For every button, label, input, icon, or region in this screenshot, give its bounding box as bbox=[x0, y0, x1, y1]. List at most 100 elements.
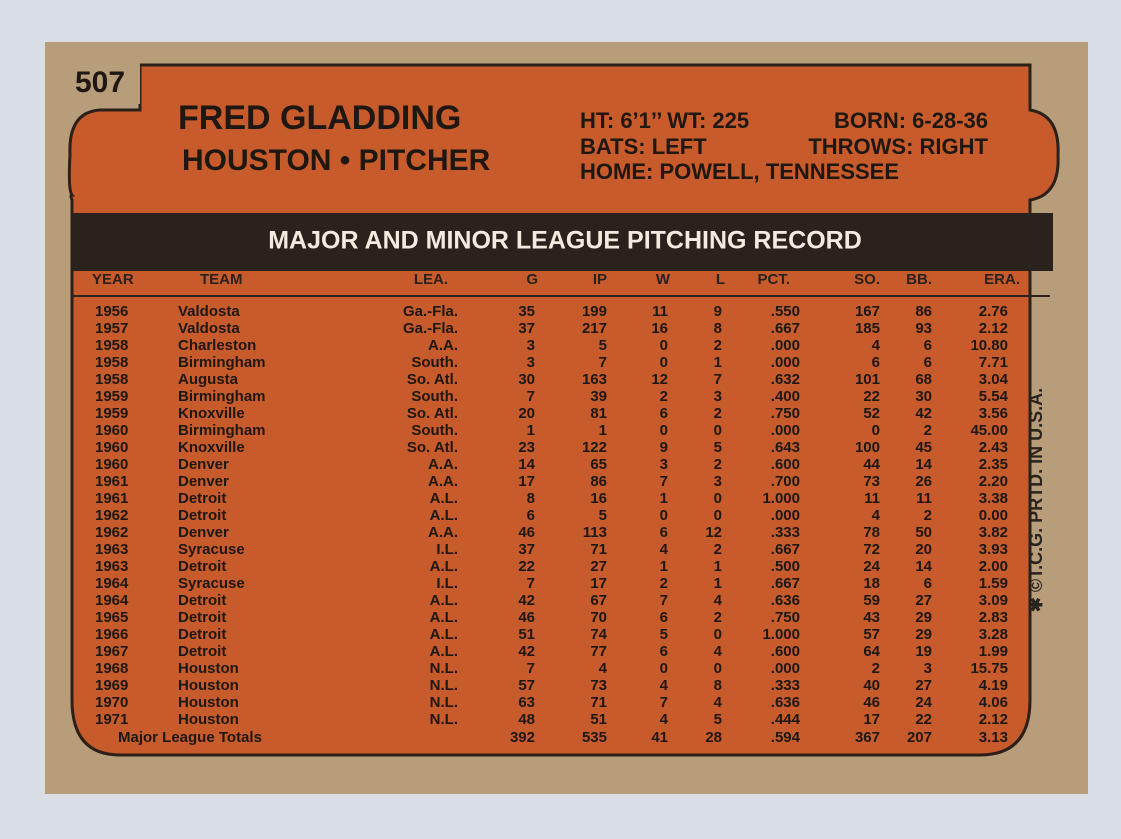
cell: Houston bbox=[178, 660, 239, 677]
cell: 44 bbox=[863, 456, 880, 473]
totals-cell: 535 bbox=[582, 729, 607, 746]
cell: 29 bbox=[915, 626, 932, 643]
cell: 1957 bbox=[95, 320, 128, 337]
cell: 5 bbox=[660, 626, 668, 643]
cell: 2 bbox=[714, 541, 722, 558]
cell: 185 bbox=[855, 320, 880, 337]
cell: 59 bbox=[863, 592, 880, 609]
cell: 1969 bbox=[95, 677, 128, 694]
cell: A.L. bbox=[430, 507, 458, 524]
number-box bbox=[60, 62, 140, 104]
cell: 27 bbox=[915, 677, 932, 694]
cell: 3 bbox=[527, 337, 535, 354]
cell: 2 bbox=[714, 405, 722, 422]
cell: Charleston bbox=[178, 337, 256, 354]
cell: 9 bbox=[660, 439, 668, 456]
cell: 1964 bbox=[95, 575, 129, 592]
cell: 30 bbox=[518, 371, 535, 388]
cell: .636 bbox=[771, 592, 800, 609]
column-header: PCT. bbox=[757, 271, 790, 288]
cell: 1959 bbox=[95, 388, 128, 405]
info: BORN: 6-28-36 bbox=[834, 108, 988, 133]
cell: .444 bbox=[771, 711, 801, 728]
cell: Detroit bbox=[178, 490, 226, 507]
cell: So. Atl. bbox=[407, 405, 458, 422]
cell: 4 bbox=[660, 677, 669, 694]
cell: 1963 bbox=[95, 558, 128, 575]
cell: 1 bbox=[660, 490, 668, 507]
cell: 73 bbox=[863, 473, 880, 490]
cell: 46 bbox=[863, 694, 880, 711]
cell: .000 bbox=[771, 507, 800, 524]
cell: 63 bbox=[518, 694, 535, 711]
cell: 1961 bbox=[95, 473, 128, 490]
cell: 16 bbox=[590, 490, 607, 507]
cell: 0.00 bbox=[979, 507, 1008, 524]
cell: 2 bbox=[660, 575, 668, 592]
cell: .000 bbox=[771, 337, 800, 354]
cell: 2 bbox=[714, 456, 722, 473]
cell: 3.09 bbox=[979, 592, 1008, 609]
cell: 39 bbox=[590, 388, 607, 405]
cell: 2 bbox=[714, 337, 722, 354]
cell: 1 bbox=[599, 422, 607, 439]
cell: .333 bbox=[771, 677, 800, 694]
cell: Syracuse bbox=[178, 541, 245, 558]
cell: 217 bbox=[582, 320, 607, 337]
cell: .636 bbox=[771, 694, 800, 711]
cell: 3.93 bbox=[979, 541, 1008, 558]
cell: 8 bbox=[527, 490, 535, 507]
cell: 4 bbox=[714, 694, 723, 711]
cell: 8 bbox=[714, 320, 722, 337]
cell: 37 bbox=[518, 541, 535, 558]
cell: 68 bbox=[915, 371, 932, 388]
cell: 1960 bbox=[95, 422, 128, 439]
cell: A.A. bbox=[428, 456, 458, 473]
table: YEAR TEAM LEA. G IP W L PCT. SO. BB. ERA.1956 Valdo… bbox=[92, 271, 1020, 746]
cell: 93 bbox=[915, 320, 932, 337]
cell: 0 bbox=[660, 660, 668, 677]
cell: 2 bbox=[660, 388, 668, 405]
totals-cell: 41 bbox=[651, 729, 668, 746]
cell: 6 bbox=[924, 575, 932, 592]
cell: 24 bbox=[863, 558, 880, 575]
cell: 43 bbox=[863, 609, 880, 626]
cell: 1 bbox=[714, 354, 722, 371]
cell: A.L. bbox=[430, 609, 458, 626]
cell: 3 bbox=[714, 388, 722, 405]
cell: 2.35 bbox=[979, 456, 1008, 473]
cell: 27 bbox=[590, 558, 607, 575]
column-header: LEA. bbox=[414, 271, 448, 288]
info: BATS: LEFT bbox=[580, 134, 707, 159]
team-position: HOUSTON • PITCHER bbox=[182, 144, 491, 177]
cell: 78 bbox=[863, 524, 880, 541]
cell: 1.59 bbox=[979, 575, 1008, 592]
cell: 6 bbox=[924, 337, 932, 354]
column-header: L bbox=[716, 271, 725, 288]
cell: 3 bbox=[527, 354, 535, 371]
column-header: BB. bbox=[906, 271, 932, 288]
totals-cell: 367 bbox=[855, 729, 880, 746]
cell: .550 bbox=[771, 303, 800, 320]
cell: 6 bbox=[660, 609, 668, 626]
cell: 42 bbox=[518, 592, 535, 609]
cell: 0 bbox=[660, 354, 668, 371]
cell: 2.00 bbox=[979, 558, 1008, 575]
cell: 4 bbox=[872, 337, 881, 354]
cell: So. Atl. bbox=[407, 439, 458, 456]
cell: 1961 bbox=[95, 490, 128, 507]
cell: 51 bbox=[518, 626, 535, 643]
cell: 7.71 bbox=[979, 354, 1008, 371]
cell: 0 bbox=[714, 626, 722, 643]
cell: 73 bbox=[590, 677, 607, 694]
cell: 4 bbox=[660, 711, 669, 728]
cell: A.L. bbox=[430, 626, 458, 643]
cell: 7 bbox=[714, 371, 722, 388]
cell: 7 bbox=[660, 473, 668, 490]
cell: Houston bbox=[178, 694, 239, 711]
cell: 10.80 bbox=[970, 337, 1008, 354]
cell: 52 bbox=[863, 405, 880, 422]
cell: Birmingham bbox=[178, 388, 266, 405]
cell: 3.28 bbox=[979, 626, 1008, 643]
cell: A.A. bbox=[428, 337, 458, 354]
